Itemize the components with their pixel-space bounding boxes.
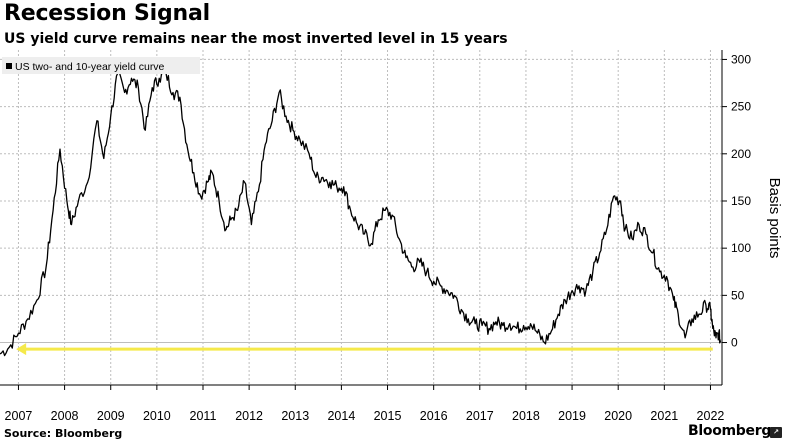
x-tick-label: 2018 — [512, 409, 540, 423]
chart-subtitle: US yield curve remains near the most inv… — [4, 31, 508, 47]
y-tick-label: 0 — [731, 336, 738, 350]
x-tick-label: 2011 — [190, 409, 217, 423]
y-tick-label: 100 — [731, 241, 751, 255]
y-tick-label: 50 — [731, 288, 745, 302]
x-tick-label: 2012 — [235, 409, 263, 423]
legend-background — [2, 57, 200, 74]
legend-swatch — [6, 63, 12, 69]
x-tick-label: 2019 — [558, 409, 586, 423]
x-tick-label: 2022 — [697, 409, 725, 423]
line-chart: 0 50 100 150 200 250 300 2007 2008 2009 2010 2011 20… — [0, 50, 783, 423]
bloomberg-logo: Bloomberg — [688, 423, 772, 439]
x-tick-label: 2007 — [5, 409, 33, 423]
x-tick-label: 2016 — [420, 409, 448, 423]
x-tick-label: 2008 — [51, 409, 79, 423]
x-tick-label: 2021 — [650, 409, 678, 423]
x-tick-label: 2015 — [374, 409, 402, 423]
annotation-arrow — [16, 343, 713, 356]
y-axis-title: Basis points — [766, 178, 783, 259]
y-tick-label: 200 — [731, 147, 751, 161]
external-link-icon[interactable]: ↗ — [770, 427, 782, 438]
series-layer — [0, 68, 722, 357]
grid-lines — [0, 50, 722, 385]
legend-label: US two- and 10-year yield curve — [15, 61, 165, 73]
chart-title: Recession Signal — [4, 1, 210, 26]
y-tick-label: 250 — [731, 100, 751, 114]
y-tick-label: 150 — [731, 194, 751, 208]
arrow-head — [16, 343, 27, 356]
source-note: Source: Bloomberg — [4, 427, 123, 440]
legend: US two- and 10-year yield curve — [2, 57, 200, 74]
x-tick-label: 2010 — [143, 409, 171, 423]
y-tick-label: 300 — [731, 52, 751, 66]
x-tick-label: 2014 — [327, 409, 355, 423]
x-tick-label: 2017 — [466, 409, 494, 423]
x-tick-label: 2009 — [97, 409, 125, 423]
x-tick-label: 2020 — [604, 409, 632, 423]
x-tick-label: 2013 — [281, 409, 309, 423]
axes: 0 50 100 150 200 250 300 2007 2008 2009 2010 2011 20… — [0, 50, 751, 423]
series-line — [0, 68, 722, 357]
